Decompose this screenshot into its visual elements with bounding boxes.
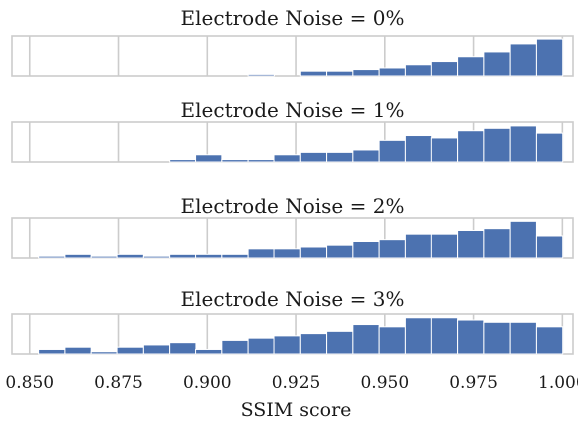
histogram-bar	[169, 342, 197, 355]
x-tick-label: 1.000	[538, 373, 578, 393]
histogram-bar	[457, 230, 485, 259]
histogram-bar	[142, 344, 171, 355]
histogram-bar	[247, 159, 275, 163]
histogram-bar	[378, 239, 406, 259]
histogram-bar	[535, 38, 564, 77]
histogram-bar	[299, 333, 328, 355]
histogram-bar	[64, 253, 92, 259]
histogram-bar	[483, 321, 511, 355]
panel-title: Electrode Noise = 3%	[181, 287, 405, 311]
histogram-bar	[483, 51, 511, 77]
histogram-bar	[457, 56, 485, 77]
histogram-bar	[326, 244, 354, 259]
histogram-bar	[38, 255, 66, 259]
histogram-bar	[195, 348, 223, 355]
histogram-bar	[430, 233, 459, 259]
histogram-bar	[352, 324, 380, 355]
histogram-bar	[90, 351, 118, 355]
histogram-bar	[38, 348, 66, 355]
histogram-bar	[247, 248, 275, 259]
histogram-bar	[195, 154, 223, 163]
panel-0: Electrode Noise = 0%	[11, 6, 574, 77]
histogram-bar	[430, 137, 459, 163]
histogram-bar	[509, 125, 537, 163]
histogram-bar	[509, 43, 537, 77]
histogram-bar	[273, 335, 301, 355]
histogram-bar	[352, 149, 380, 163]
histogram-bar	[247, 73, 275, 77]
x-tick-label: 0.900	[183, 373, 232, 393]
x-tick-label: 0.925	[272, 373, 321, 393]
histogram-bar	[326, 70, 354, 77]
histogram-bar	[404, 317, 433, 355]
histogram-bar	[378, 139, 406, 163]
histogram-bar	[221, 339, 249, 355]
histogram-bar	[169, 253, 197, 259]
panel-title: Electrode Noise = 1%	[181, 98, 405, 122]
histogram-bar	[116, 346, 144, 355]
histogram-bar	[169, 159, 197, 163]
x-tick-label: 0.850	[5, 373, 54, 393]
panel-title: Electrode Noise = 0%	[181, 6, 405, 30]
histogram-bar	[64, 346, 92, 355]
histogram-bar	[247, 337, 275, 355]
histogram-bar	[535, 132, 564, 163]
histogram-bar	[299, 151, 328, 163]
histogram-bar	[352, 69, 380, 77]
panel-title: Electrode Noise = 2%	[181, 194, 405, 218]
histogram-bar	[273, 248, 301, 259]
x-axis-label: SSIM score	[241, 399, 352, 421]
histogram-bar	[509, 220, 537, 259]
histogram-bar	[326, 330, 354, 355]
histogram-bar	[378, 67, 406, 77]
histogram-bar	[404, 64, 433, 77]
histogram-bar	[457, 319, 485, 355]
histogram-bar	[483, 228, 511, 259]
histogram-bar	[457, 130, 485, 163]
histogram-bar	[535, 326, 564, 355]
panel-2: Electrode Noise = 2%	[11, 194, 574, 259]
histogram-bar	[404, 233, 433, 259]
histogram-bar	[326, 151, 354, 163]
x-tick-label: 0.875	[94, 373, 143, 393]
histogram-bar	[535, 235, 564, 259]
histogram-bar	[273, 154, 301, 163]
histogram-bar	[430, 61, 459, 77]
histogram-bar	[299, 246, 328, 259]
histogram-bar	[483, 127, 511, 163]
histogram-bar	[430, 317, 459, 355]
histogram-bar	[195, 253, 223, 259]
histogram-bar	[509, 321, 537, 355]
histogram-bar	[378, 326, 406, 355]
panels-layer: Electrode Noise = 0% Electrode Noise = 1%…	[11, 6, 574, 355]
x-axis: 0.850 0.875 0.900 0.925 0.950 0.975 1.000	[5, 373, 578, 393]
histogram-bar	[90, 255, 118, 259]
panel-3: Electrode Noise = 3%	[11, 287, 574, 355]
histogram-bar	[352, 241, 380, 259]
histogram-bar	[221, 159, 249, 163]
panel-1: Electrode Noise = 1%	[11, 98, 574, 163]
x-tick-label: 0.950	[360, 373, 409, 393]
histogram-bar	[221, 253, 249, 259]
histogram-bar	[142, 255, 171, 259]
x-tick-label: 0.975	[449, 373, 498, 393]
histogram-bar	[299, 70, 328, 77]
histogram-bar	[404, 135, 433, 163]
histogram-bar	[116, 253, 144, 259]
